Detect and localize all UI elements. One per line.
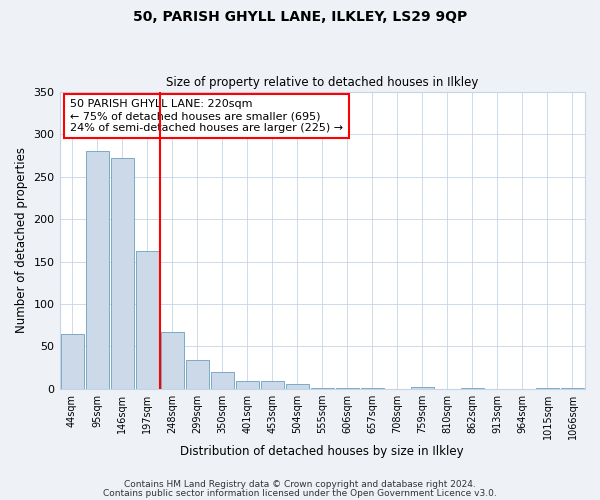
Bar	[411, 387, 434, 388]
Bar	[61, 334, 83, 388]
Title: Size of property relative to detached houses in Ilkley: Size of property relative to detached ho…	[166, 76, 478, 90]
Bar	[185, 360, 209, 388]
Bar	[86, 150, 109, 388]
Y-axis label: Number of detached properties: Number of detached properties	[15, 148, 28, 334]
Bar	[261, 381, 284, 388]
Bar	[211, 372, 233, 388]
X-axis label: Distribution of detached houses by size in Ilkley: Distribution of detached houses by size …	[181, 444, 464, 458]
Text: Contains public sector information licensed under the Open Government Licence v3: Contains public sector information licen…	[103, 488, 497, 498]
Bar	[136, 250, 158, 388]
Text: 50, PARISH GHYLL LANE, ILKLEY, LS29 9QP: 50, PARISH GHYLL LANE, ILKLEY, LS29 9QP	[133, 10, 467, 24]
Bar	[236, 381, 259, 388]
Bar	[286, 384, 309, 388]
Bar	[161, 332, 184, 388]
Text: Contains HM Land Registry data © Crown copyright and database right 2024.: Contains HM Land Registry data © Crown c…	[124, 480, 476, 489]
Bar	[110, 158, 134, 388]
Text: 50 PARISH GHYLL LANE: 220sqm
← 75% of detached houses are smaller (695)
24% of s: 50 PARISH GHYLL LANE: 220sqm ← 75% of de…	[70, 100, 343, 132]
